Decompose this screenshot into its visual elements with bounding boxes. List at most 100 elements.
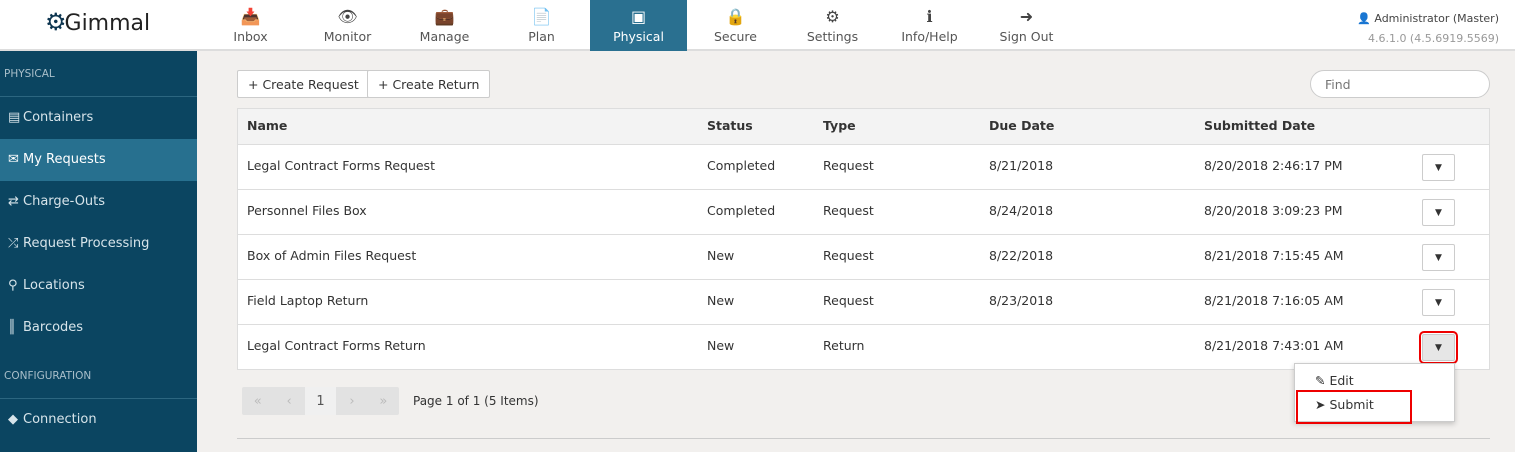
locations-icon: ⚲: [8, 278, 18, 293]
main-nav: 📥 Inbox 👁 Monitor 💼 Manage 📄 Plan ▣ Physical 🔒 Secu…: [202, 0, 1075, 51]
sidebar-item-request-processing[interactable]: ⤮ Request Processing: [0, 223, 197, 265]
nav-label: Sign Out: [999, 29, 1054, 44]
barcodes-icon: ║: [8, 320, 16, 335]
sidebar-item-my-requests[interactable]: ✉ My Requests: [0, 139, 197, 181]
table-cell: New: [707, 248, 735, 263]
archive-box-icon: ▣: [630, 7, 647, 26]
my-requests-icon: ✉: [8, 152, 19, 167]
request-processing-icon: ⤮: [8, 236, 19, 251]
column-header[interactable]: Due Date: [989, 117, 1055, 133]
section-configuration: CONFIGURATION: [0, 353, 197, 399]
first-page-button[interactable]: «: [253, 393, 262, 409]
table-row: Field Laptop Return New Request 8/23/2018 8/…: [238, 279, 1489, 324]
nav-label: Info/Help: [901, 29, 958, 44]
table-cell: 8/21/2018 7:16:05 AM: [1204, 293, 1344, 308]
prev-page-button[interactable]: ‹: [286, 393, 292, 409]
nav-physical[interactable]: ▣ Physical: [590, 0, 687, 51]
sidebar-item-charge-outs[interactable]: ⇄ Charge-Outs: [0, 181, 197, 223]
gimmal-logo[interactable]: ⚙ Gimmal: [45, 8, 150, 36]
table-cell: Box of Admin Files Request: [247, 248, 417, 263]
table-cell: Request: [823, 203, 874, 218]
create-request-button[interactable]: + Create Request: [237, 70, 370, 98]
sidebar-item-label: Connection: [23, 412, 97, 427]
nav-label: Inbox: [233, 29, 268, 44]
table-cell: 8/20/2018 2:46:17 PM: [1204, 158, 1343, 173]
table-cell: Request: [823, 158, 874, 173]
nav-plan[interactable]: 📄 Plan: [493, 0, 590, 51]
find-input[interactable]: [1310, 70, 1490, 98]
sidebar-item-label: My Requests: [23, 152, 106, 167]
row-actions-menu: ✎ Edit ➤ Submit: [1294, 363, 1455, 422]
paper-plane-icon: ➤: [1315, 397, 1326, 412]
table-cell: New: [707, 338, 735, 353]
nav-settings[interactable]: ⚙ Settings: [784, 0, 881, 51]
sidebar-item-label: Charge-Outs: [23, 194, 106, 209]
table-header: Name Status Type Due Date Submitted Date: [238, 109, 1489, 144]
sidebar-item-containers[interactable]: ▤ Containers: [0, 97, 197, 139]
column-header[interactable]: Submitted Date: [1204, 117, 1316, 133]
last-page-button[interactable]: »: [379, 393, 388, 409]
row-actions-dropdown[interactable]: ▼: [1422, 289, 1455, 316]
nav-info-help[interactable]: ℹ Info/Help: [881, 0, 978, 51]
nav-monitor[interactable]: 👁 Monitor: [299, 0, 396, 51]
sidebar-item-label: Barcodes: [23, 320, 84, 335]
sidebar-item-locations[interactable]: ⚲ Locations: [0, 265, 197, 307]
table-cell: Completed: [707, 203, 776, 218]
top-header: ⚙ Gimmal 📥 Inbox 👁 Monitor 💼 Manage 📄 Plan ▣ Physi…: [0, 0, 1515, 51]
row-actions-dropdown[interactable]: ▼: [1422, 199, 1455, 226]
containers-icon: ▤: [8, 110, 21, 125]
sidebar-item-barcodes[interactable]: ║ Barcodes: [0, 307, 197, 349]
next-page-button[interactable]: ›: [349, 393, 355, 409]
sidebar-item-label: Containers: [23, 110, 94, 125]
gear-logo-icon: ⚙: [45, 8, 67, 36]
nav-label: Secure: [714, 29, 757, 44]
caret-down-icon: ▼: [1435, 162, 1442, 173]
nav-manage[interactable]: 💼 Manage: [396, 0, 493, 51]
sidebar-item-label: Request Processing: [23, 236, 150, 251]
table-row: Personnel Files Box Completed Request 8/24/…: [238, 189, 1489, 234]
caret-down-icon: ▼: [1435, 297, 1442, 308]
column-header[interactable]: Status: [707, 117, 753, 133]
sidebar-item-label: Locations: [23, 278, 85, 293]
row-actions-dropdown[interactable]: ▼: [1422, 244, 1455, 271]
eye-icon: 👁: [337, 7, 358, 26]
caret-down-icon: ▼: [1435, 207, 1442, 218]
logo-text: Gimmal: [64, 11, 151, 36]
inbox-icon: 📥: [240, 7, 261, 26]
divider: [237, 438, 1490, 439]
table-cell: New: [707, 293, 735, 308]
create-return-button[interactable]: + Create Return: [367, 70, 491, 98]
charge-outs-icon: ⇄: [8, 194, 19, 209]
sidebar-item-connection[interactable]: ◆ Connection: [0, 399, 197, 441]
nav-sign-out[interactable]: ➜ Sign Out: [978, 0, 1075, 51]
table-cell: Legal Contract Forms Return: [247, 338, 426, 353]
table-row: Box of Admin Files Request New Request 8/22…: [238, 234, 1489, 279]
table-cell: 8/24/2018: [989, 203, 1054, 218]
table-cell: Request: [823, 248, 874, 263]
nav-label: Manage: [419, 29, 470, 44]
nav-label: Settings: [806, 29, 859, 44]
menu-item-edit[interactable]: ✎ Edit: [1315, 373, 1354, 388]
nav-secure[interactable]: 🔒 Secure: [687, 0, 784, 51]
nav-label: Physical: [613, 29, 664, 44]
page-1-button[interactable]: 1: [304, 387, 337, 415]
user-label: Administrator (Master): [1374, 12, 1499, 25]
gears-icon: ⚙: [825, 7, 840, 26]
caret-down-icon: ▼: [1435, 342, 1442, 353]
lock-icon: 🔒: [725, 7, 746, 26]
row-actions-dropdown[interactable]: ▼: [1422, 154, 1455, 181]
table-cell: 8/22/2018: [989, 248, 1054, 263]
info-icon: ℹ: [926, 7, 933, 26]
column-header[interactable]: Name: [247, 117, 288, 133]
menu-item-submit[interactable]: ➤ Submit: [1315, 397, 1374, 412]
user-name[interactable]: 👤 Administrator (Master): [1357, 9, 1499, 29]
table-cell: Completed: [707, 158, 776, 173]
page-info: Page 1 of 1 (5 Items): [413, 394, 539, 408]
row-actions-dropdown[interactable]: ▼: [1419, 331, 1458, 364]
user-info: 👤 Administrator (Master) 4.6.1.0 (4.5.69…: [1357, 9, 1499, 49]
column-header[interactable]: Type: [823, 117, 856, 133]
briefcase-icon: 💼: [434, 7, 455, 26]
nav-inbox[interactable]: 📥 Inbox: [202, 0, 299, 51]
requests-table: Name Status Type Due Date Submitted Date Lega…: [237, 108, 1490, 370]
pager: « ‹ 1 › »: [242, 387, 399, 415]
